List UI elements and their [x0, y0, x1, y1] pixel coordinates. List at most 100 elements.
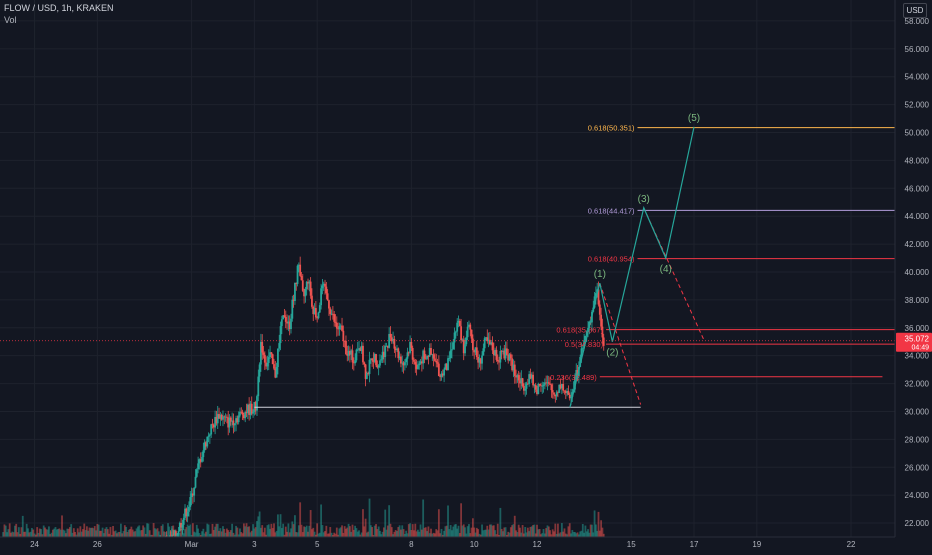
candle-body [304, 289, 306, 296]
price-tick-label: 38.000 [905, 296, 930, 305]
candle-body [430, 348, 432, 355]
candle-body [476, 347, 478, 357]
candle-body [405, 359, 407, 363]
price-tick-label: 52.000 [905, 101, 930, 110]
candle-body [532, 375, 534, 385]
candle-body [209, 434, 211, 435]
candle-body [437, 362, 439, 363]
price-tag-value: 35.072 [905, 335, 930, 344]
candle-body [281, 319, 283, 326]
candle-body [319, 305, 321, 312]
wave-label: (4) [660, 264, 672, 275]
candle-body [268, 357, 270, 363]
candle-body [481, 356, 483, 364]
time-tick-label: 26 [93, 540, 102, 549]
candle-body [548, 382, 550, 383]
candle-body [188, 507, 190, 512]
candle-body [311, 296, 313, 307]
time-tick-label: 5 [315, 540, 320, 549]
time-tick-label: 8 [409, 540, 414, 549]
candle-body [412, 348, 414, 360]
price-axis: 22.00024.00026.00028.00030.00032.00034.0… [895, 0, 932, 550]
wave-label: (5) [688, 113, 700, 124]
time-tick-label: 3 [252, 540, 257, 549]
candle-body [472, 339, 474, 351]
symbol-title: FLOW / USD, 1h, KRAKEN [4, 3, 114, 13]
candle-body [354, 360, 356, 363]
candle-body [410, 342, 412, 348]
candle-body [435, 361, 437, 362]
price-tick-label: 46.000 [905, 184, 930, 193]
candle-body [371, 358, 373, 360]
candle-body [510, 354, 512, 358]
candle-body [362, 346, 364, 362]
fib-label: 0.618(35.867) [556, 326, 603, 335]
candle-body [482, 348, 484, 355]
wave-label: (3) [638, 194, 650, 205]
candle-body [339, 326, 341, 329]
candle-body [603, 337, 605, 345]
fib-label: 0.236(32.489) [550, 373, 597, 382]
candle-body [497, 360, 499, 361]
candle-body [407, 352, 409, 358]
candle-body [197, 463, 199, 469]
candle-body [320, 288, 322, 305]
candle-body [455, 332, 457, 333]
price-tick-label: 26.000 [905, 463, 930, 472]
candle-body [301, 276, 303, 280]
candle-body [299, 265, 301, 276]
candle-body [272, 354, 274, 364]
candle-body [206, 437, 208, 447]
candle-body [284, 315, 286, 317]
candle-body [324, 284, 326, 287]
candle-body [541, 386, 543, 387]
candle-body [342, 331, 344, 341]
currency-button[interactable]: USD [903, 3, 927, 18]
price-tick-label: 50.000 [905, 129, 930, 138]
candle-body [315, 308, 317, 317]
candle-body [285, 317, 287, 322]
candle-body [234, 423, 236, 425]
candle-body [460, 326, 462, 340]
candle-body [448, 358, 450, 359]
candle-body [599, 305, 601, 315]
candle-body [400, 357, 402, 364]
candle-body [357, 350, 359, 351]
candle-body [273, 364, 275, 368]
candle-body [345, 341, 347, 354]
candle-body [434, 359, 436, 361]
candle-body [553, 392, 555, 394]
time-tick-label: 24 [30, 540, 39, 549]
candle-body [202, 450, 204, 457]
candle-body [270, 352, 272, 354]
candle-body [552, 390, 554, 392]
price-tick-label: 56.000 [905, 45, 930, 54]
wave-label: (1) [594, 269, 606, 280]
candle-body [404, 362, 406, 365]
candle-body [514, 365, 516, 376]
price-tick-label: 24.000 [905, 491, 930, 500]
price-tick-label: 40.000 [905, 268, 930, 277]
price-tick-label: 44.000 [905, 212, 930, 221]
price-tick-label: 48.000 [905, 156, 930, 165]
candle-body [549, 384, 551, 385]
time-tick-label: 17 [690, 540, 699, 549]
price-tick-label: 28.000 [905, 435, 930, 444]
candle-body [322, 285, 324, 288]
candle-body [302, 280, 304, 291]
candle-body [469, 325, 471, 330]
candle-body [369, 360, 371, 374]
candle [272, 354, 274, 365]
candle [297, 264, 299, 286]
candle-body [450, 350, 452, 358]
wave-label: (2) [606, 348, 618, 359]
candle-body [459, 321, 461, 326]
candle-body [424, 351, 426, 359]
candle-body [384, 346, 386, 357]
candle-body [471, 330, 473, 339]
candle-body [379, 360, 381, 365]
candle-body [294, 283, 296, 301]
price-tick-label: 32.000 [905, 380, 930, 389]
